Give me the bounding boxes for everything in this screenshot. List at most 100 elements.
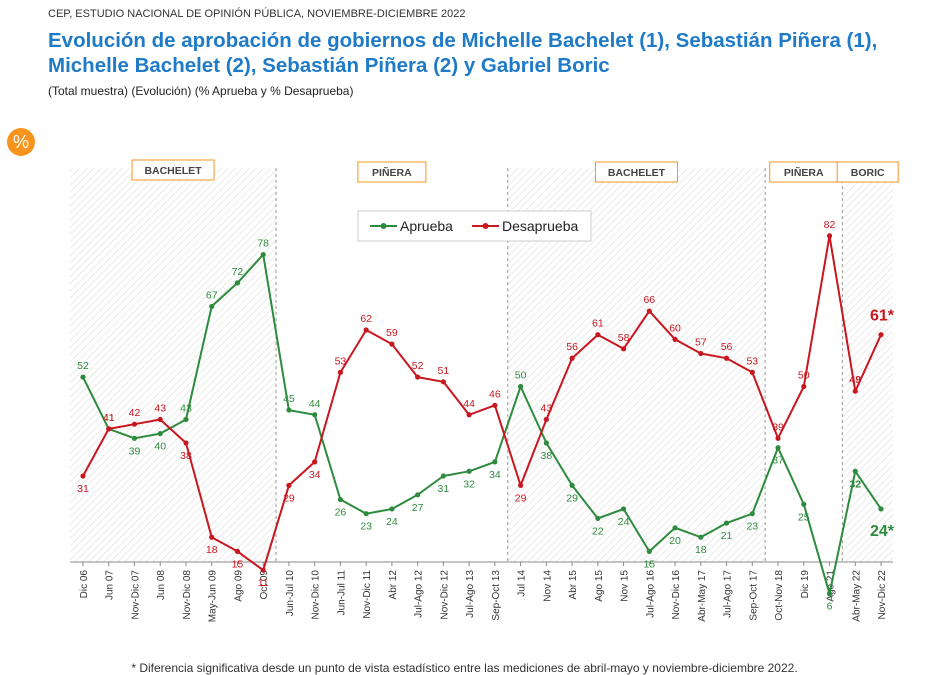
x-tick-label-11: Nov-Dic 11 — [362, 570, 373, 619]
data-label-desaprueba-22: 66 — [643, 294, 655, 306]
legend-box — [357, 210, 592, 242]
point-aprueba-31 — [878, 506, 884, 512]
point-aprueba-14 — [440, 473, 446, 479]
point-desaprueba-12 — [389, 341, 395, 347]
x-tick-label-14: Nov-Dic 12 — [439, 570, 450, 620]
data-label-desaprueba-30: 49 — [849, 374, 861, 386]
point-aprueba-9 — [312, 412, 318, 418]
data-label-aprueba-14: 31 — [438, 483, 450, 495]
data-label-desaprueba-26: 53 — [746, 355, 758, 367]
point-aprueba-23 — [672, 525, 678, 531]
data-label-aprueba-29: 6 — [827, 601, 833, 613]
series-line-aprueba — [82, 253, 882, 595]
data-label-desaprueba-25: 56 — [721, 341, 733, 353]
source-line: CEP, ESTUDIO NACIONAL DE OPINIÓN PÚBLICA… — [48, 8, 466, 20]
data-label-aprueba-16: 34 — [489, 469, 501, 481]
data-label-aprueba-19: 29 — [566, 492, 578, 504]
point-desaprueba-7 — [260, 567, 266, 573]
point-desaprueba-5 — [209, 534, 215, 540]
point-aprueba-20 — [595, 515, 601, 521]
period-label-2: BACHELET — [608, 167, 666, 179]
data-label-desaprueba-3: 43 — [154, 402, 166, 414]
point-desaprueba-19 — [569, 355, 575, 361]
point-aprueba-8 — [286, 407, 292, 413]
x-axis: Dic 06 Jun 07 Nov-Dic 07 Jun 08 Nov-Dic 08 Ma… — [70, 561, 893, 622]
data-label-aprueba-9: 44 — [309, 398, 321, 410]
point-aprueba-18 — [543, 440, 549, 446]
point-aprueba-2 — [131, 435, 138, 441]
data-label-desaprueba-1: 41 — [103, 412, 115, 424]
x-tick-label-2: Nov-Dic 07 — [130, 570, 141, 620]
point-desaprueba-15 — [466, 412, 472, 418]
point-desaprueba-8 — [286, 482, 292, 489]
point-desaprueba-21 — [620, 346, 627, 352]
data-label-aprueba-1: 41 — [103, 412, 115, 424]
point-desaprueba-28 — [801, 383, 807, 390]
data-label-aprueba-17: 50 — [515, 370, 527, 382]
data-label-aprueba-20: 22 — [592, 525, 604, 537]
point-aprueba-5 — [209, 303, 215, 310]
data-label-desaprueba-23: 60 — [669, 322, 681, 334]
point-aprueba-19 — [569, 482, 575, 489]
data-label-aprueba-28: 25 — [798, 511, 810, 523]
point-desaprueba-26 — [749, 369, 755, 375]
data-label-aprueba-22: 15 — [643, 558, 655, 570]
x-tick-label-27: Oct-Nov 18 — [774, 570, 785, 621]
point-aprueba-6 — [234, 280, 241, 286]
x-tick-label-6: Ago 09 — [233, 570, 244, 602]
data-label-aprueba-23: 20 — [669, 535, 681, 547]
point-desaprueba-1 — [106, 426, 112, 432]
data-label-aprueba-21: 24 — [618, 516, 630, 528]
data-label-desaprueba-12: 59 — [386, 327, 398, 339]
point-aprueba-21 — [620, 506, 627, 512]
x-tick-label-17: Jul 14 — [517, 570, 528, 597]
x-tick-label-21: Nov 15 — [620, 570, 631, 602]
point-desaprueba-20 — [595, 332, 601, 338]
period-label-box-4 — [836, 161, 899, 183]
series-lines: 52 41 39 40 43 67 72 78 45 44 26 23 24 27 31 32 34 50 38 29… — [77, 219, 895, 613]
point-desaprueba-17 — [518, 482, 524, 489]
point-desaprueba-14 — [440, 379, 446, 385]
point-aprueba-22 — [646, 548, 652, 554]
period-label-4: BORIC — [851, 167, 885, 179]
x-tick-label-9: Nov-Dic 10 — [311, 570, 322, 620]
point-desaprueba-27 — [775, 435, 781, 441]
data-label-desaprueba-28: 50 — [798, 370, 810, 382]
point-desaprueba-6 — [234, 548, 241, 554]
data-label-desaprueba-29: 82 — [824, 219, 836, 231]
x-tick-label-10: Jun-Jul 11 — [336, 570, 347, 616]
x-tick-label-3: Jun 08 — [156, 570, 167, 600]
data-label-aprueba-2: 39 — [129, 445, 141, 457]
data-label-desaprueba-15: 44 — [463, 398, 475, 410]
point-aprueba-16 — [492, 459, 498, 465]
data-label-desaprueba-6: 15 — [232, 558, 244, 570]
data-label-desaprueba-17: 29 — [515, 492, 527, 504]
x-tick-label-12: Abr 12 — [388, 570, 399, 600]
data-label-aprueba-12: 24 — [386, 516, 398, 528]
data-label-aprueba-7: 78 — [257, 238, 269, 250]
chart-title-line-1: Evolución de aprobación de gobiernos de … — [48, 29, 878, 52]
point-desaprueba-23 — [672, 336, 678, 342]
x-tick-label-28: Dic 19 — [800, 570, 811, 599]
period-label-3: PIÑERA — [784, 166, 824, 179]
chart-subtitle: (Total muestra) (Evolución) (% Aprueba y… — [48, 84, 354, 98]
data-label-desaprueba-31: 61* — [870, 308, 895, 325]
x-tick-label-18: Nov 14 — [542, 570, 553, 602]
point-aprueba-0 — [80, 374, 86, 380]
period-label-box-2 — [594, 161, 678, 183]
data-label-desaprueba-9: 34 — [309, 469, 321, 481]
point-desaprueba-22 — [646, 308, 652, 314]
point-aprueba-24 — [698, 534, 704, 540]
data-label-aprueba-24: 18 — [695, 544, 707, 556]
legend-marker-aprueba — [380, 223, 387, 229]
point-desaprueba-3 — [157, 416, 163, 423]
x-tick-label-24: Abr-May 17 — [697, 570, 708, 622]
point-desaprueba-4 — [183, 440, 189, 446]
period-label-box-0 — [131, 159, 215, 181]
data-label-aprueba-8: 45 — [283, 393, 295, 405]
data-label-aprueba-18: 38 — [541, 450, 553, 462]
legend-label-desaprueba: Desaprueba — [502, 218, 578, 234]
x-tick-label-4: Nov-Dic 08 — [182, 570, 193, 620]
data-label-aprueba-0: 52 — [77, 360, 89, 372]
percent-badge-icon: % — [7, 128, 35, 156]
